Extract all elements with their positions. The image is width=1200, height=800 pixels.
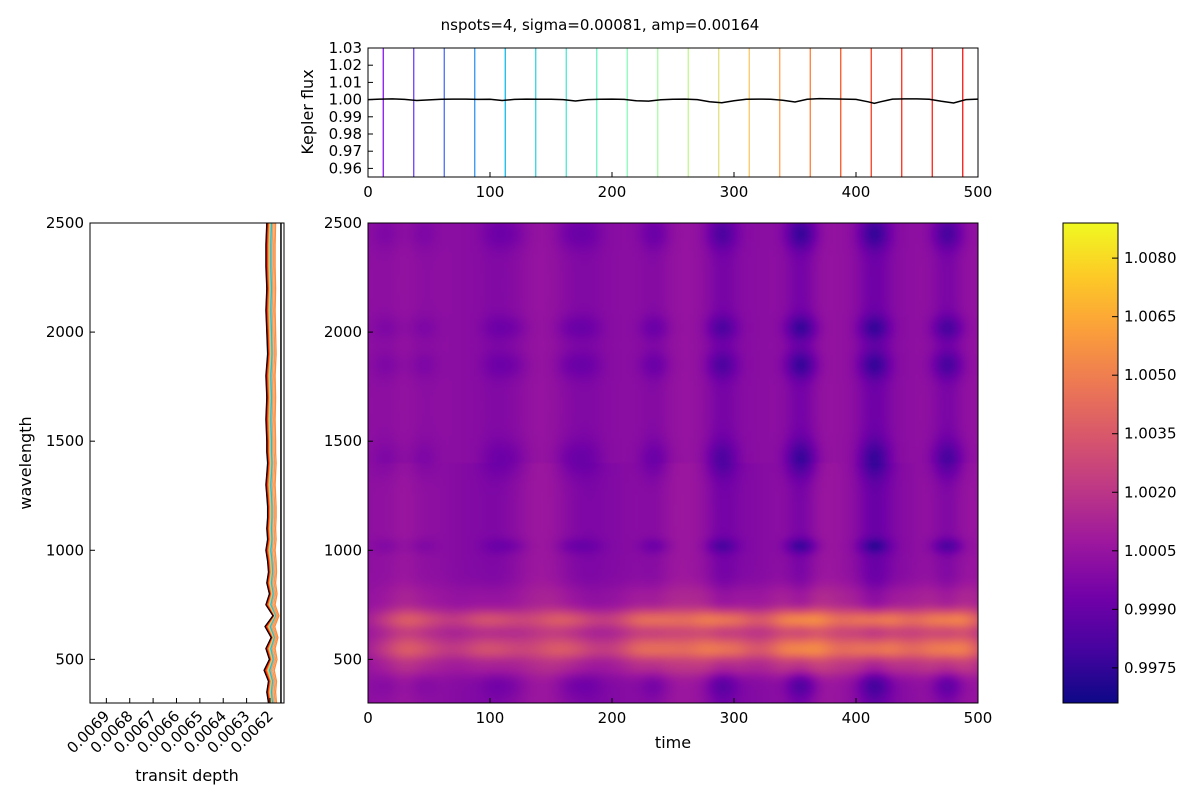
transit-x-axis-label: transit depth: [135, 766, 239, 785]
flux-heatmap-image: [368, 223, 978, 703]
x-tick-label: 400: [842, 709, 871, 727]
colorbar-tick-label: 1.0020: [1124, 483, 1177, 501]
x-tick-label: 100: [476, 183, 505, 201]
y-tick-label: 0.99: [329, 108, 362, 126]
y-tick-label: 2500: [46, 214, 84, 232]
x-tick-label: 300: [720, 709, 749, 727]
colorbar-gradient: [1063, 223, 1118, 703]
kepler-y-axis-label: Kepler flux: [298, 69, 317, 154]
time-axis-label: time: [655, 733, 691, 752]
x-tick-label: 100: [476, 709, 505, 727]
y-tick-label: 0.98: [329, 125, 362, 143]
colorbar-tick-label: 1.0005: [1124, 542, 1177, 560]
x-tick-label: 0: [363, 183, 373, 201]
y-tick-label: 1500: [324, 432, 362, 450]
y-tick-label: 500: [55, 650, 84, 668]
chart-title: nspots=4, sigma=0.00081, amp=0.00164: [441, 16, 760, 34]
y-tick-label: 0.97: [329, 142, 362, 160]
colorbar: 0.9975 0.9990 1.0005 1.0020 1.0035 1.0050 1.00…: [1063, 223, 1177, 703]
kepler-flux-panel: 0 100 200 300 400 500 0.960.970.980.991.001.0…: [298, 39, 992, 201]
transit-depth-panel: 0.00690.00680.00670.00660.00650.00640.00…: [16, 214, 284, 785]
colorbar-tick-label: 0.9975: [1124, 659, 1177, 677]
y-tick-label: 1.03: [329, 39, 362, 57]
heatmap-y-ticks: 500 1000 1500 2000 2500: [324, 214, 373, 668]
colorbar-tick-label: 0.9990: [1124, 600, 1177, 618]
x-tick-label: 200: [598, 183, 627, 201]
y-tick-label: 2500: [324, 214, 362, 232]
colorbar-tick-label: 1.0035: [1124, 425, 1177, 443]
y-tick-label: 1.00: [329, 91, 362, 109]
wavelength-axis-label: wavelength: [16, 416, 35, 509]
colorbar-ticks: 0.9975 0.9990 1.0005 1.0020 1.0035 1.0050 1.00…: [1112, 249, 1177, 677]
colorbar-tick-label: 1.0065: [1124, 308, 1177, 326]
y-tick-label: 1.02: [329, 56, 362, 74]
y-tick-label: 2000: [46, 323, 84, 341]
transit-plot-area: [90, 223, 284, 703]
x-tick-label: 400: [842, 183, 871, 201]
x-tick-label: 200: [598, 709, 627, 727]
y-tick-label: 0.96: [329, 159, 362, 177]
transit-y-ticks: 500 1000 1500 2000 2500: [46, 214, 95, 668]
x-tick-label: 500: [964, 183, 993, 201]
y-tick-label: 1500: [46, 432, 84, 450]
y-tick-label: 1000: [324, 541, 362, 559]
kepler-plot-area: [368, 48, 978, 177]
x-tick-label: 500: [964, 709, 993, 727]
colorbar-tick-label: 1.0050: [1124, 366, 1177, 384]
flux-heatmap-panel: 0 100 200 300 400 500 500 1000 1500 2000 2500 tim…: [324, 214, 993, 752]
x-tick-label: 300: [720, 183, 749, 201]
x-tick-label: 0: [363, 709, 373, 727]
y-tick-label: 2000: [324, 323, 362, 341]
colorbar-tick-label: 1.0080: [1124, 249, 1177, 267]
kepler-y-ticks: 0.960.970.980.991.001.011.021.03: [329, 39, 373, 177]
y-tick-label: 500: [333, 650, 362, 668]
y-tick-label: 1.01: [329, 73, 362, 91]
transit-x-ticks: 0.00690.00680.00670.00660.00650.00640.00…: [63, 698, 276, 757]
y-tick-label: 1000: [46, 541, 84, 559]
